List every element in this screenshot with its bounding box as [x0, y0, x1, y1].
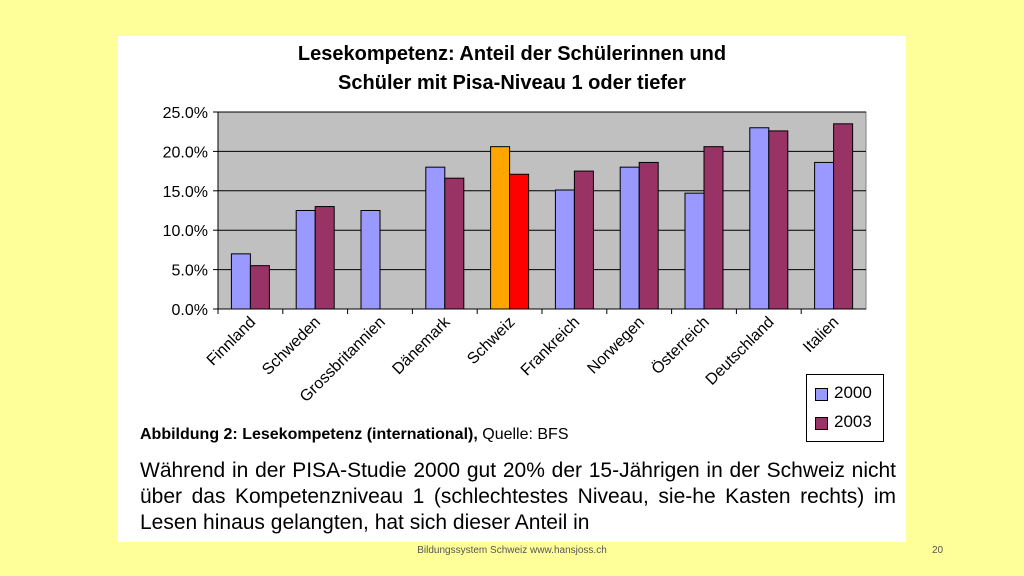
legend-label-2003: 2003 — [834, 412, 872, 431]
legend-swatch-2000 — [815, 388, 828, 401]
chart-title: Lesekompetenz: Anteil der Schülerinnen u… — [118, 40, 906, 98]
x-tick-label: Italien — [800, 314, 842, 356]
bar-2000-Norwegen — [619, 166, 640, 310]
bar-2003-Frankreich — [573, 170, 594, 310]
bar-2000-Dänemark — [425, 166, 446, 310]
x-tick-label: Finnland — [204, 314, 259, 369]
bar-2000-Deutschland — [749, 127, 770, 310]
caption-bold: Abbildung 2: Lesekompetenz (internationa… — [140, 426, 478, 443]
x-tick-label: Dänemark — [389, 313, 454, 378]
x-tick-label: Frankreich — [518, 314, 583, 379]
x-tick-label: Schweden — [259, 314, 324, 379]
chart-legend: 2000 2003 — [806, 374, 884, 442]
chart-panel: Lesekompetenz: Anteil der Schülerinnen u… — [118, 36, 906, 542]
caption-source: Quelle: BFS — [477, 426, 569, 443]
slide-footer: Bildungssystem Schweiz www.hansjoss.ch — [417, 545, 607, 556]
legend-label-2000: 2000 — [834, 383, 872, 402]
bar-2003-Finnland — [249, 265, 270, 310]
y-tick-label: 5.0% — [172, 263, 208, 280]
bar-2000-Finnland — [230, 253, 251, 310]
bar-2003-Dänemark — [444, 177, 465, 310]
y-tick-label: 25.0% — [163, 105, 208, 122]
chart-title-line1: Lesekompetenz: Anteil der Schülerinnen u… — [297, 43, 727, 65]
bar-2003-Norwegen — [638, 161, 659, 310]
bar-2000-Italien — [814, 161, 835, 310]
x-tick-label: Österreich — [648, 313, 713, 378]
bar-2003-Österreich — [703, 146, 724, 310]
bar-2000-Grossbritannien — [360, 210, 381, 310]
bar-2003-Deutschland — [768, 130, 789, 310]
bar-2000-Österreich — [684, 192, 705, 310]
legend-swatch-2003 — [815, 417, 828, 430]
y-tick-label: 15.0% — [163, 184, 208, 201]
bar-2000-Schweden — [295, 210, 316, 310]
x-tick-label: Norwegen — [584, 314, 648, 378]
y-tick-label: 10.0% — [163, 223, 208, 240]
chart-title-line2: Schüler mit Pisa-Niveau 1 oder tiefer — [338, 72, 686, 94]
x-tick-label: Schweiz — [464, 314, 518, 368]
figure-caption: Abbildung 2: Lesekompetenz (internationa… — [140, 426, 569, 444]
bar-chart: 0.0%5.0%10.0%15.0%20.0%25.0%Finnland Schw… — [163, 105, 867, 406]
x-tick-label: Deutschland — [703, 314, 778, 389]
body-paragraph: Während in der PISA-Studie 2000 gut 20% … — [140, 459, 896, 534]
bar-2003-Schweden — [314, 206, 335, 310]
y-tick-label: 0.0% — [172, 302, 208, 319]
bar-2003-Schweiz — [509, 173, 530, 310]
bar-2003-Italien — [833, 123, 854, 310]
page-number: 20 — [932, 545, 944, 556]
y-tick-label: 20.0% — [163, 144, 208, 161]
bar-2000-Frankreich — [554, 189, 575, 310]
bar-2000-Schweiz — [490, 146, 511, 310]
